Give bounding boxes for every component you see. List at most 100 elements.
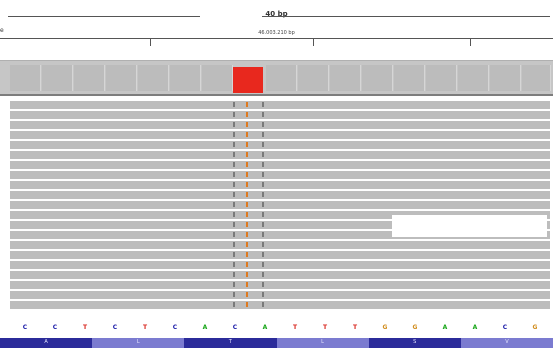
aligned-read[interactable] (10, 101, 550, 109)
ruler-tick (313, 38, 314, 46)
coverage-bar (362, 65, 393, 91)
reference-base: T (292, 324, 298, 331)
coverage-bar (490, 65, 521, 91)
mismatch-mark (262, 132, 264, 137)
aligned-read[interactable] (10, 121, 550, 129)
mismatch-mark (262, 252, 264, 257)
amino-acid-label: A (44, 339, 48, 345)
reference-base: C (52, 324, 58, 331)
mismatch-mark (233, 102, 235, 107)
aligned-read[interactable] (10, 211, 550, 219)
coverage-bar (426, 65, 457, 91)
mismatch-mark (246, 172, 248, 177)
aligned-read[interactable] (10, 291, 550, 299)
codon-segment (92, 338, 185, 348)
mismatch-mark (246, 122, 248, 127)
mismatch-mark (262, 292, 264, 297)
reference-base: C (22, 324, 28, 331)
aligned-read[interactable] (10, 261, 550, 269)
aligned-read[interactable] (10, 171, 550, 179)
reference-base: T (82, 324, 88, 331)
amino-acid-label: L (321, 339, 324, 345)
coverage-track[interactable] (0, 60, 553, 96)
aligned-read[interactable] (10, 301, 550, 309)
coverage-bar (458, 65, 489, 91)
mismatch-mark (246, 212, 248, 217)
aligned-read[interactable] (10, 151, 550, 159)
coverage-bar (266, 65, 297, 91)
aligned-read[interactable] (10, 251, 550, 259)
mismatch-mark (233, 182, 235, 187)
aligned-read[interactable] (10, 221, 550, 229)
mismatch-mark (233, 152, 235, 157)
mismatch-mark (262, 302, 264, 307)
mismatch-mark (233, 202, 235, 207)
mismatch-mark (262, 222, 264, 227)
coverage-bar (170, 65, 201, 91)
reference-base: C (112, 324, 118, 331)
aligned-read[interactable] (10, 231, 550, 239)
mismatch-mark (262, 282, 264, 287)
mismatch-mark (246, 142, 248, 147)
alignment-reads-track[interactable] (0, 99, 553, 317)
mismatch-mark (246, 182, 248, 187)
coverage-bar (42, 65, 73, 91)
aligned-read[interactable] (10, 241, 550, 249)
coverage-bar (202, 65, 233, 91)
ruler-tick (150, 38, 151, 46)
mismatch-mark (262, 232, 264, 237)
coverage-mismatch-bar[interactable] (233, 67, 263, 93)
aligned-read[interactable] (10, 161, 550, 169)
aligned-read[interactable] (10, 191, 550, 199)
aligned-read[interactable] (10, 281, 550, 289)
mismatch-mark (262, 262, 264, 267)
mismatch-mark (233, 272, 235, 277)
mismatch-mark (233, 222, 235, 227)
mismatch-column-right (262, 99, 264, 315)
mismatch-mark (233, 232, 235, 237)
reference-base: G (382, 324, 388, 331)
aligned-read[interactable] (10, 131, 550, 139)
codon-segment (276, 338, 369, 348)
mismatch-mark (246, 252, 248, 257)
mismatch-mark (233, 292, 235, 297)
mismatch-mark (246, 302, 248, 307)
coverage-bar (138, 65, 169, 91)
coverage-bar (330, 65, 361, 91)
mismatch-mark (246, 162, 248, 167)
mismatch-mark (246, 262, 248, 267)
mismatch-mark (246, 242, 248, 247)
mismatch-column-center (246, 99, 248, 315)
mismatch-mark (233, 242, 235, 247)
mismatch-mark (233, 212, 235, 217)
mismatch-mark (246, 202, 248, 207)
mismatch-mark (246, 222, 248, 227)
aligned-read[interactable] (10, 141, 550, 149)
amino-acid-label: L (136, 339, 140, 345)
reference-base: T (352, 324, 358, 331)
mismatch-mark (246, 152, 248, 157)
ruler-edge-marker: e (0, 27, 4, 34)
mismatch-mark (262, 272, 264, 277)
mismatch-mark (262, 202, 264, 207)
mismatch-mark (246, 102, 248, 107)
mismatch-mark (246, 132, 248, 137)
mismatch-mark (262, 122, 264, 127)
reference-base: C (502, 324, 508, 331)
mismatch-mark (233, 112, 235, 117)
aligned-read[interactable] (10, 201, 550, 209)
reference-base: G (532, 324, 538, 331)
mismatch-mark (233, 172, 235, 177)
amino-acid-label: S (413, 339, 417, 345)
aligned-read[interactable] (10, 271, 550, 279)
span-line-left (8, 16, 200, 17)
mismatch-mark (262, 172, 264, 177)
mismatch-mark (233, 162, 235, 167)
aligned-read[interactable] (10, 181, 550, 189)
mismatch-mark (233, 192, 235, 197)
aligned-read[interactable] (10, 111, 550, 119)
mismatch-mark (246, 112, 248, 117)
